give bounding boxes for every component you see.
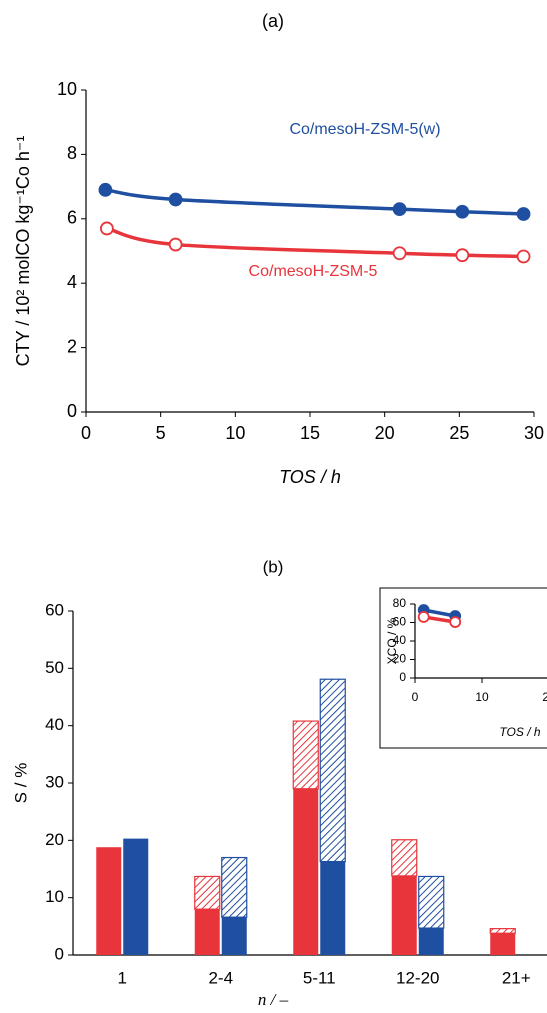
data-point	[455, 248, 470, 263]
bar	[96, 847, 122, 955]
chart-title: (a)	[262, 11, 284, 31]
y-tick-label: 2	[67, 336, 77, 356]
y-tick-label: 8	[67, 143, 77, 163]
data-point	[516, 249, 531, 264]
x-axis-label: TOS / h	[499, 725, 540, 739]
x-tick-label: 0	[81, 423, 91, 443]
data-point	[100, 221, 114, 236]
y-tick-label: 0	[399, 670, 406, 684]
bar-hatched	[292, 720, 319, 790]
bar	[391, 875, 417, 955]
data-point	[168, 237, 183, 252]
bar-hatched	[221, 856, 248, 918]
bar-hatched	[391, 839, 418, 877]
y-axis-label: XCO / %	[385, 617, 399, 664]
y-tick-label: 40	[393, 633, 407, 647]
y-axis-label: CTY / 10² molCO kg⁻¹Co h⁻¹	[13, 136, 33, 367]
x-tick-label: 0	[412, 690, 419, 704]
y-tick-label: 20	[393, 652, 407, 666]
x-axis-label: n / –	[258, 990, 289, 1009]
y-tick-label: 0	[55, 944, 64, 963]
bar	[221, 917, 247, 955]
y-tick-label: 40	[45, 715, 64, 734]
y-axis-label: S / %	[11, 763, 30, 804]
bar	[123, 838, 149, 955]
bar-hatched	[319, 678, 346, 863]
y-tick-label: 4	[67, 272, 77, 292]
chart-title: (b)	[263, 557, 284, 576]
x-tick-label: 5-11	[303, 968, 336, 987]
bar	[293, 788, 319, 955]
x-tick-label: 20	[375, 423, 395, 443]
series-label: Co/mesoH-ZSM-5	[249, 263, 378, 280]
x-tick-label: 10	[225, 423, 245, 443]
x-tick-label: 25	[449, 423, 469, 443]
data-point	[392, 202, 407, 217]
y-tick-label: 80	[393, 596, 407, 610]
x-tick-label: 21+	[502, 968, 531, 987]
bar	[418, 928, 444, 955]
bar-hatched	[418, 875, 445, 929]
y-tick-label: 10	[45, 887, 64, 906]
bar	[320, 861, 346, 955]
data-point	[417, 611, 430, 623]
y-tick-label: 60	[393, 615, 407, 629]
x-tick-label: 30	[524, 423, 544, 443]
x-tick-label: 20	[542, 690, 547, 704]
y-tick-label: 50	[45, 658, 64, 677]
bar-hatched	[489, 928, 516, 934]
bar	[490, 933, 516, 955]
x-tick-label: 15	[300, 423, 320, 443]
series-label: Co/mesoH-ZSM-5(w)	[289, 121, 440, 138]
data-point	[392, 246, 407, 261]
data-point	[98, 182, 113, 197]
data-point	[168, 192, 183, 207]
y-tick-label: 0	[67, 401, 77, 421]
bar-hatched	[194, 875, 221, 910]
data-point	[455, 204, 470, 219]
y-tick-label: 6	[67, 208, 77, 228]
x-tick-label: 2-4	[208, 968, 233, 987]
x-tick-label: 1	[118, 968, 127, 987]
x-tick-label: 12-20	[396, 968, 439, 987]
bar	[194, 909, 220, 955]
data-point	[516, 207, 531, 221]
inset-frame	[379, 587, 547, 749]
y-tick-label: 30	[45, 772, 64, 791]
data-point	[449, 616, 462, 628]
x-axis-label: TOS / h	[279, 467, 341, 487]
y-tick-label: 20	[45, 830, 64, 849]
y-tick-label: 10	[57, 79, 77, 99]
x-tick-label: 5	[156, 423, 166, 443]
y-tick-label: 60	[45, 600, 64, 619]
x-tick-label: 10	[475, 690, 489, 704]
